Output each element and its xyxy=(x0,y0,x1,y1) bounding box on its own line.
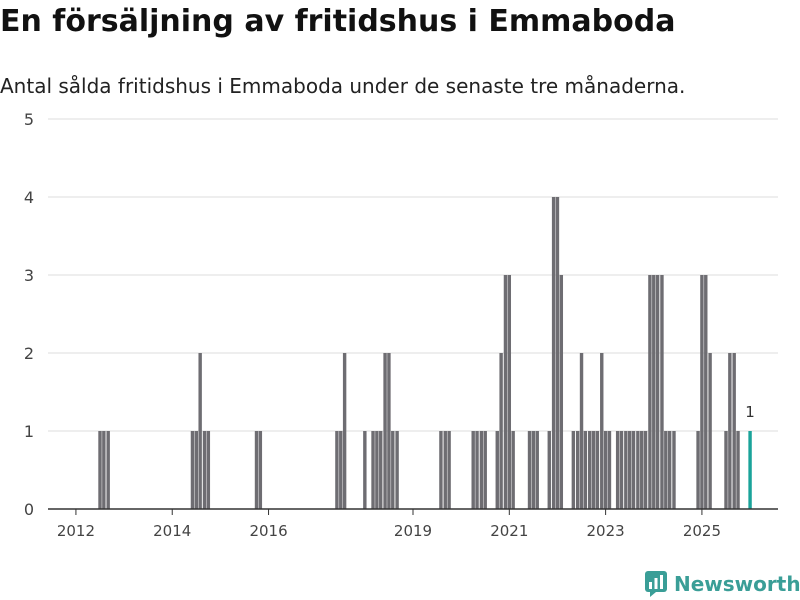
bar xyxy=(391,431,395,509)
bar xyxy=(619,431,624,509)
bar xyxy=(387,353,391,509)
bar xyxy=(607,431,612,509)
bar xyxy=(704,275,708,509)
bar xyxy=(575,431,580,509)
bar xyxy=(375,431,379,509)
x-tick-label: 2025 xyxy=(683,522,721,540)
bar xyxy=(98,431,102,509)
y-tick-label: 1 xyxy=(24,422,34,441)
bar xyxy=(603,431,608,509)
x-tick-label: 2016 xyxy=(249,522,287,540)
chart-subtitle: Antal sålda fritidshus i Emmaboda under … xyxy=(0,74,686,98)
bar xyxy=(696,431,700,509)
bar xyxy=(198,353,202,509)
bar xyxy=(643,431,648,509)
bar xyxy=(383,353,387,509)
bar xyxy=(652,275,656,509)
bar xyxy=(499,353,503,509)
bar xyxy=(547,431,551,509)
bar xyxy=(708,353,712,509)
bar xyxy=(106,431,110,509)
bar xyxy=(371,431,375,509)
bar xyxy=(636,431,640,509)
bar xyxy=(190,431,195,509)
bar xyxy=(102,431,106,509)
bar xyxy=(342,353,347,509)
bar xyxy=(511,431,515,509)
x-tick-label: 2021 xyxy=(490,522,528,540)
bar xyxy=(443,431,447,509)
bar xyxy=(479,431,484,509)
bar xyxy=(483,431,487,509)
bar xyxy=(559,275,564,509)
bar xyxy=(627,431,632,509)
bar xyxy=(700,275,704,509)
bar xyxy=(655,275,660,509)
bar xyxy=(475,431,479,509)
bar xyxy=(527,431,532,509)
bar xyxy=(648,275,652,509)
bar xyxy=(531,431,536,509)
x-axis: 2012 2014 2016 2019 2021 2023 2025 xyxy=(48,508,778,540)
bar-latest xyxy=(748,431,752,509)
y-tick-label: 2 xyxy=(24,344,34,363)
y-tick-label: 3 xyxy=(24,266,34,285)
bar xyxy=(615,431,620,509)
bar xyxy=(363,431,367,509)
bar xyxy=(736,431,740,509)
data-label: 1 xyxy=(745,403,755,421)
y-tick-label: 0 xyxy=(24,500,34,519)
x-tick-label: 2014 xyxy=(153,522,191,540)
bar xyxy=(503,275,508,509)
bar xyxy=(379,431,383,509)
bar xyxy=(595,431,600,509)
y-axis-ticks: 0 1 2 3 4 5 xyxy=(24,110,34,519)
bar xyxy=(664,431,668,509)
bar xyxy=(339,431,343,509)
bar xyxy=(631,431,636,509)
chart-title: En försäljning av fritidshus i Emmaboda xyxy=(0,4,676,39)
bar xyxy=(728,353,732,509)
bar xyxy=(732,353,736,509)
bars xyxy=(98,197,752,509)
bar xyxy=(571,431,576,509)
bar xyxy=(583,431,588,509)
bar xyxy=(335,431,339,509)
x-tick-label: 2023 xyxy=(587,522,625,540)
newsworthy-name: Newsworthy xyxy=(674,572,800,596)
bar xyxy=(660,275,664,509)
bar xyxy=(579,353,584,509)
bar xyxy=(206,431,211,509)
bar xyxy=(667,431,672,509)
bar xyxy=(258,431,263,509)
bar xyxy=(471,431,475,509)
bar xyxy=(439,431,443,509)
bar xyxy=(591,431,596,509)
bar xyxy=(254,431,259,509)
gridlines xyxy=(48,118,778,432)
bar xyxy=(507,275,512,509)
bar xyxy=(555,197,560,509)
bar xyxy=(535,431,539,509)
bar xyxy=(640,431,644,509)
bar xyxy=(600,353,604,509)
bar xyxy=(194,431,199,509)
y-tick-label: 5 xyxy=(24,110,34,129)
bar xyxy=(447,431,451,509)
x-tick-label: 2019 xyxy=(394,522,432,540)
bar xyxy=(551,197,556,509)
bar xyxy=(588,431,592,509)
newsworthy-logo[interactable]: Newsworthy xyxy=(644,568,800,600)
bar xyxy=(672,431,676,509)
data-labels: 1 xyxy=(745,403,755,421)
y-tick-label: 4 xyxy=(24,188,34,207)
bar xyxy=(724,431,728,509)
bar xyxy=(495,431,499,509)
x-tick-label: 2012 xyxy=(57,522,95,540)
bar xyxy=(624,431,628,509)
bar xyxy=(202,431,207,509)
newsworthy-icon xyxy=(645,571,667,597)
bar xyxy=(395,431,399,509)
